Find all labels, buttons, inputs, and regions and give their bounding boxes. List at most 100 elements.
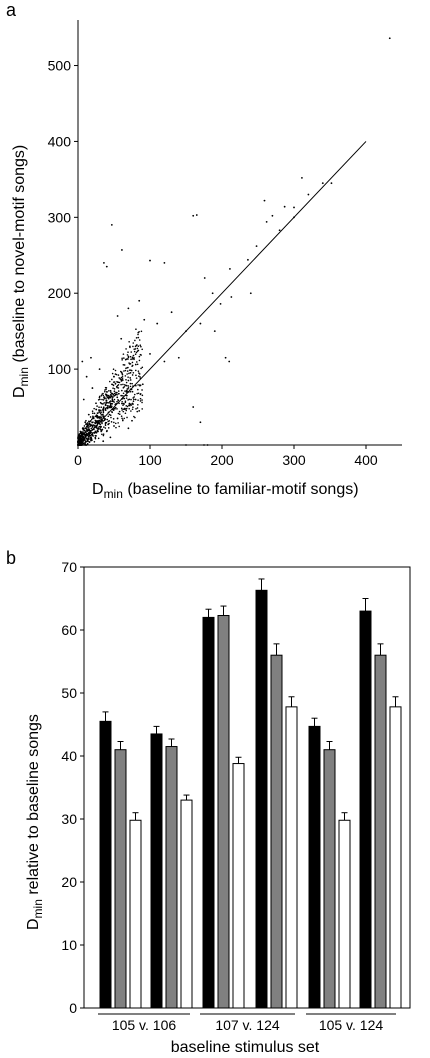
data-point — [90, 418, 93, 421]
data-point — [79, 436, 82, 439]
data-point — [121, 249, 123, 251]
data-point — [137, 403, 139, 406]
data-point — [135, 374, 137, 377]
data-point — [99, 423, 102, 426]
data-point — [93, 425, 96, 427]
data-point — [128, 372, 130, 375]
bar — [202, 616, 215, 1009]
data-point — [110, 416, 112, 419]
y-tick-label: 400 — [48, 133, 72, 149]
data-point — [107, 404, 109, 407]
scatter-panel: a 0 100 200 300 400 100 200 300 400 500 Dmin (ba… — [6, 0, 402, 501]
data-point — [113, 401, 115, 403]
data-point — [135, 344, 138, 347]
data-point — [112, 409, 115, 411]
bar — [374, 654, 387, 1009]
data-point — [137, 392, 140, 395]
data-point — [192, 406, 195, 408]
data-point — [91, 431, 93, 434]
data-point — [124, 375, 127, 377]
x-tick-label: 300 — [282, 452, 306, 468]
data-point — [130, 351, 133, 353]
data-point — [91, 410, 94, 413]
data-point — [330, 182, 333, 185]
data-point — [125, 348, 127, 350]
data-point — [104, 409, 107, 411]
data-point — [81, 433, 84, 436]
data-point — [112, 368, 115, 370]
data-point — [121, 409, 123, 411]
data-point — [105, 401, 107, 403]
data-point — [112, 395, 114, 397]
data-point — [137, 384, 139, 386]
data-point — [131, 358, 134, 360]
data-point — [113, 392, 116, 395]
bar — [165, 746, 178, 1009]
data-point — [131, 390, 134, 393]
data-point — [125, 384, 128, 387]
data-point — [133, 348, 136, 350]
data-point — [104, 427, 107, 429]
x-tick-label: 200 — [210, 452, 234, 468]
data-point — [199, 421, 202, 424]
data-point — [81, 441, 84, 444]
data-point — [108, 390, 110, 392]
data-point — [93, 412, 96, 415]
data-point — [134, 398, 137, 401]
data-point — [121, 372, 123, 375]
data-point — [94, 422, 97, 425]
data-point — [102, 399, 105, 401]
data-point — [130, 398, 132, 401]
data-point — [125, 391, 128, 393]
bars — [99, 578, 402, 1009]
panel-label-b: b — [6, 548, 16, 568]
data-point — [137, 388, 139, 391]
data-point — [122, 404, 124, 406]
data-point — [283, 205, 286, 208]
y-tick-label: 200 — [48, 285, 72, 301]
data-point — [99, 412, 102, 415]
data-point — [135, 337, 138, 339]
data-point — [89, 416, 92, 418]
data-point — [109, 402, 112, 405]
data-point — [123, 417, 126, 420]
data-point — [117, 422, 119, 424]
data-point — [111, 400, 113, 403]
data-point — [85, 437, 88, 440]
data-point — [100, 410, 102, 412]
y-tick-label: 40 — [61, 748, 77, 764]
data-point — [263, 199, 266, 202]
data-point — [143, 318, 146, 321]
data-point — [94, 436, 97, 439]
data-point — [130, 358, 132, 361]
data-point — [98, 368, 101, 371]
data-point — [112, 393, 115, 396]
data-point — [118, 402, 120, 405]
data-point — [103, 390, 106, 393]
data-point — [139, 376, 141, 378]
data-point — [100, 402, 103, 405]
bar — [232, 763, 245, 1009]
data-point — [130, 410, 132, 412]
data-point — [114, 373, 117, 375]
data-point — [86, 438, 89, 441]
data-point — [107, 427, 110, 429]
y-ticks: 0 10 20 30 40 50 60 70 — [61, 559, 84, 1016]
data-point — [127, 356, 130, 359]
data-point — [122, 383, 124, 386]
data-point — [117, 387, 120, 389]
data-point — [224, 356, 227, 359]
data-point — [122, 410, 125, 413]
data-point — [139, 397, 142, 400]
data-point — [101, 422, 103, 425]
data-point — [249, 292, 252, 295]
data-point — [97, 416, 99, 418]
data-point — [79, 444, 81, 446]
data-point — [101, 428, 104, 431]
x-ticks: 0 100 200 300 400 — [74, 445, 378, 468]
data-point — [135, 384, 137, 387]
data-point — [131, 419, 133, 422]
data-point — [111, 372, 114, 375]
data-point — [107, 402, 109, 404]
